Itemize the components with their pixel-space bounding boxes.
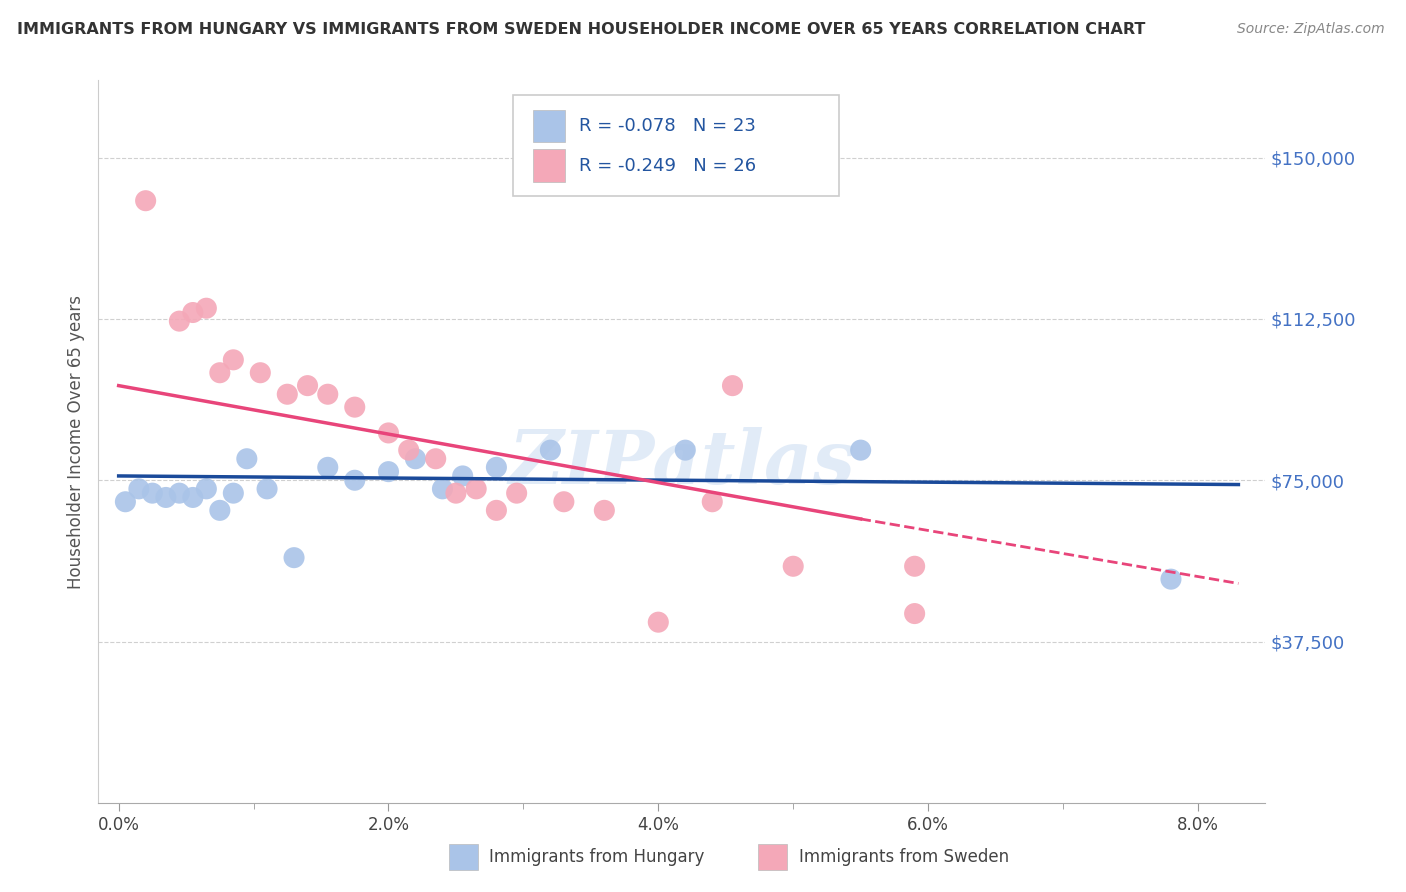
Point — [377, 465, 399, 479]
Point — [128, 482, 150, 496]
FancyBboxPatch shape — [513, 95, 839, 196]
Point — [1160, 572, 1182, 586]
Text: ZIPatlas: ZIPatlas — [509, 427, 855, 500]
Point — [181, 491, 204, 505]
Point — [195, 301, 218, 316]
Point — [782, 559, 804, 574]
Point — [485, 460, 508, 475]
Point — [236, 451, 259, 466]
Point — [169, 486, 191, 500]
Point — [343, 400, 366, 414]
Text: Source: ZipAtlas.com: Source: ZipAtlas.com — [1237, 22, 1385, 37]
Point — [444, 486, 467, 500]
Bar — [449, 844, 478, 870]
Text: R = -0.078   N = 23: R = -0.078 N = 23 — [579, 117, 756, 135]
Point — [432, 482, 454, 496]
Point — [181, 305, 204, 319]
Point — [904, 559, 927, 574]
Point — [485, 503, 508, 517]
Point — [702, 494, 724, 508]
Point — [849, 443, 872, 458]
Point — [276, 387, 298, 401]
Point — [169, 314, 191, 328]
Point — [593, 503, 616, 517]
Bar — [533, 110, 565, 142]
Point — [222, 486, 245, 500]
Point — [114, 494, 136, 508]
Point — [297, 378, 319, 392]
Point — [316, 460, 339, 475]
Point — [222, 352, 245, 367]
Point — [377, 425, 399, 440]
Point — [155, 491, 177, 505]
Point — [208, 366, 231, 380]
Point — [721, 378, 744, 392]
Point — [465, 482, 488, 496]
Point — [208, 503, 231, 517]
Point — [141, 486, 163, 500]
Text: IMMIGRANTS FROM HUNGARY VS IMMIGRANTS FROM SWEDEN HOUSEHOLDER INCOME OVER 65 YEA: IMMIGRANTS FROM HUNGARY VS IMMIGRANTS FR… — [17, 22, 1146, 37]
Point — [404, 451, 426, 466]
Point — [425, 451, 447, 466]
Text: Immigrants from Hungary: Immigrants from Hungary — [489, 848, 704, 866]
Point — [256, 482, 278, 496]
Point — [283, 550, 305, 565]
Point — [553, 494, 575, 508]
Point — [249, 366, 271, 380]
Bar — [533, 149, 565, 182]
Point — [398, 443, 420, 458]
Point — [316, 387, 339, 401]
Point — [647, 615, 669, 630]
Text: R = -0.249   N = 26: R = -0.249 N = 26 — [579, 156, 756, 175]
Point — [673, 443, 696, 458]
Point — [538, 443, 561, 458]
Bar — [758, 844, 787, 870]
Point — [195, 482, 218, 496]
Point — [505, 486, 527, 500]
Y-axis label: Householder Income Over 65 years: Householder Income Over 65 years — [66, 294, 84, 589]
Point — [135, 194, 157, 208]
Point — [343, 473, 366, 487]
Point — [904, 607, 927, 621]
Point — [451, 469, 474, 483]
Text: Immigrants from Sweden: Immigrants from Sweden — [799, 848, 1008, 866]
